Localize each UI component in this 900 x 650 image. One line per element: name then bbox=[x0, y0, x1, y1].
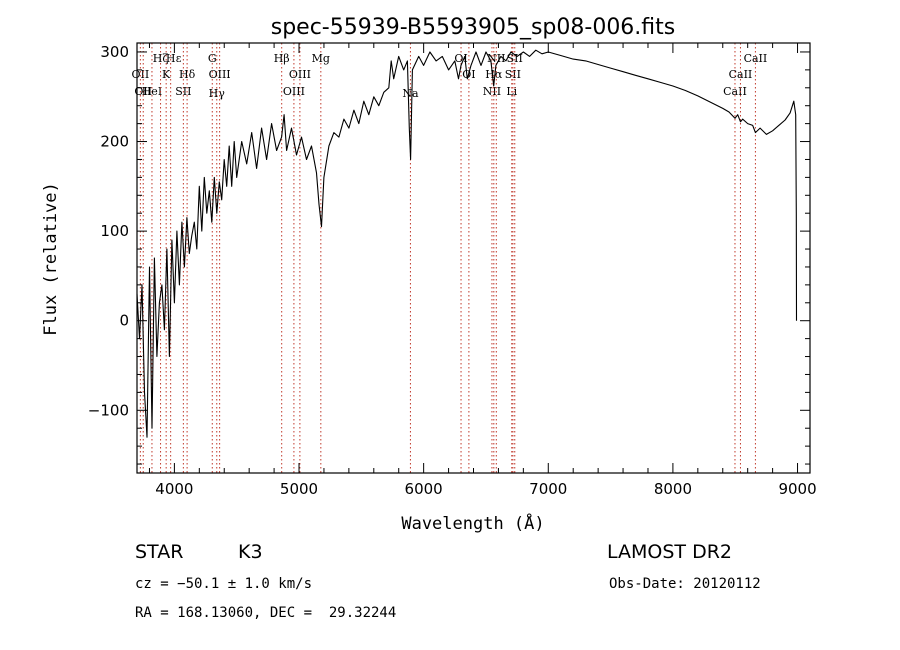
spectral-line-label: Mg bbox=[312, 52, 330, 65]
x-tick-label: 7000 bbox=[529, 480, 567, 498]
spectral-line-label: OII bbox=[132, 68, 150, 81]
observation-date: Obs-Date: 20120112 bbox=[609, 576, 761, 592]
redshift-velocity: cz = −50.1 ± 1.0 km/s bbox=[135, 576, 313, 592]
axes: 4000 5000 6000 7000 8000 9000 −100 0 100 200 300 bbox=[88, 43, 817, 498]
spectral-line-label: CaII bbox=[744, 52, 768, 65]
spectral-line-label: CaII bbox=[729, 68, 753, 81]
y-axis-label: Flux (relative) bbox=[41, 182, 61, 336]
y-tick-label: 100 bbox=[100, 222, 129, 240]
survey-name: LAMOST DR2 bbox=[607, 541, 732, 563]
spectral-line-label: Hα bbox=[485, 68, 503, 81]
spectral-line-label: OIII bbox=[283, 85, 305, 98]
x-tick-label: 4000 bbox=[155, 480, 193, 498]
spectrum-series bbox=[136, 49, 798, 438]
spectrum-line bbox=[136, 49, 798, 438]
spectral-line-label: Hγ bbox=[209, 87, 226, 100]
spectral-line-label: ε bbox=[176, 52, 182, 65]
spectral-line-label: Na bbox=[402, 87, 419, 100]
sky-coordinates: RA = 168.13060, DEC = 29.32244 bbox=[135, 605, 397, 621]
spectral-line-label: Hδ bbox=[179, 68, 196, 81]
spectral-line-label: Li bbox=[506, 85, 517, 98]
object-class: STAR bbox=[135, 541, 184, 563]
spectral-line-label: CaII bbox=[723, 85, 747, 98]
object-subclass: K3 bbox=[238, 541, 263, 563]
spectral-line-label: HeI bbox=[142, 85, 162, 98]
x-tick-label: 9000 bbox=[778, 480, 816, 498]
y-tick-label: −100 bbox=[88, 401, 129, 419]
x-tick-label: 6000 bbox=[405, 480, 443, 498]
spectral-line-label: H bbox=[166, 52, 176, 65]
x-axis-label: Wavelength (Å) bbox=[401, 512, 544, 534]
x-tick-label: 5000 bbox=[280, 480, 318, 498]
spectral-line-label: Hβ bbox=[274, 52, 290, 65]
y-tick-label: 300 bbox=[100, 43, 129, 61]
chart-title: spec-55939-B5593905_sp08-006.fits bbox=[271, 15, 676, 40]
spectral-line-label: SII bbox=[175, 85, 191, 98]
y-tick-label: 0 bbox=[119, 312, 129, 330]
x-tick-label: 8000 bbox=[654, 480, 692, 498]
spectral-line-label: SII bbox=[505, 68, 521, 81]
spectral-line-label: NII bbox=[483, 85, 501, 98]
spectral-line-label: G bbox=[208, 52, 217, 65]
spectral-line-label: Hζ bbox=[153, 52, 169, 65]
spectral-line-label: OI bbox=[454, 52, 467, 65]
y-tick-label: 200 bbox=[100, 133, 129, 151]
spectral-line-label: NII bbox=[487, 52, 505, 65]
plot-frame bbox=[136, 42, 811, 474]
spectral-line-label: K bbox=[162, 68, 171, 81]
spectral-line-label: OIII bbox=[209, 68, 231, 81]
spectral-line-label: OIII bbox=[289, 68, 311, 81]
